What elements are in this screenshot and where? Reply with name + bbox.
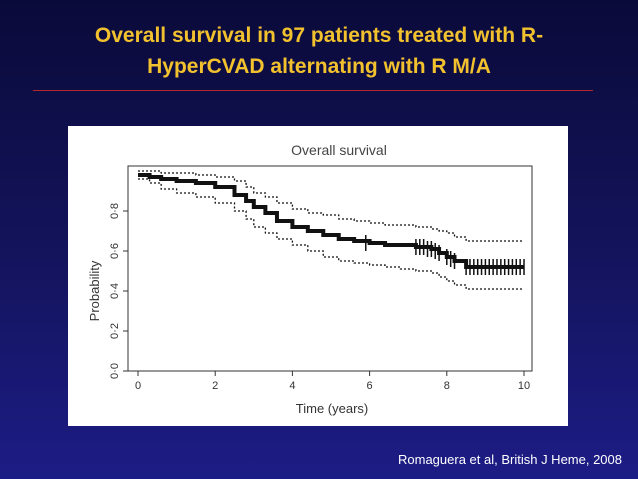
citation: Romaguera et al, British J Heme, 2008 bbox=[398, 452, 622, 467]
x-tick-label: 6 bbox=[367, 380, 373, 392]
x-tick-label: 4 bbox=[289, 380, 295, 392]
slide-title-line-1: Overall survival in 97 patients treated … bbox=[94, 24, 544, 47]
y-tick-label: 0·2 bbox=[109, 323, 121, 339]
upper-confidence-band bbox=[138, 170, 524, 242]
x-tick-label: 2 bbox=[212, 380, 218, 392]
y-tick-label: 0·0 bbox=[109, 363, 121, 379]
survival-chart: Overall survival 0 2 4 6 8 100·00·20·40·60·8 … bbox=[87, 142, 533, 416]
x-axis-label: Time (years) bbox=[296, 401, 368, 416]
y-axis-label: Probability bbox=[87, 260, 102, 321]
y-tick-label: 0·4 bbox=[109, 283, 121, 299]
survival-curve bbox=[138, 173, 524, 269]
chart-panel: Overall survival 0 2 4 6 8 10 0·0 0·2 0·4 0·6 0·8 … bbox=[68, 126, 568, 426]
chart-title: Overall survival bbox=[291, 142, 387, 158]
slide-title: Overall survival in 97 patients treated … bbox=[20, 20, 618, 82]
y-tick-label: 0·6 bbox=[109, 243, 121, 259]
y-tick-label: 0·8 bbox=[109, 203, 121, 219]
title-divider bbox=[33, 90, 593, 91]
lower-confidence-band bbox=[138, 178, 524, 290]
plot-frame bbox=[127, 165, 533, 372]
x-tick-label: 8 bbox=[444, 380, 450, 392]
x-tick-label: 0 bbox=[135, 380, 141, 392]
x-tick-label: 10 bbox=[518, 380, 530, 392]
slide-title-line-2: HyperCVAD alternating with R M/A bbox=[147, 55, 491, 78]
